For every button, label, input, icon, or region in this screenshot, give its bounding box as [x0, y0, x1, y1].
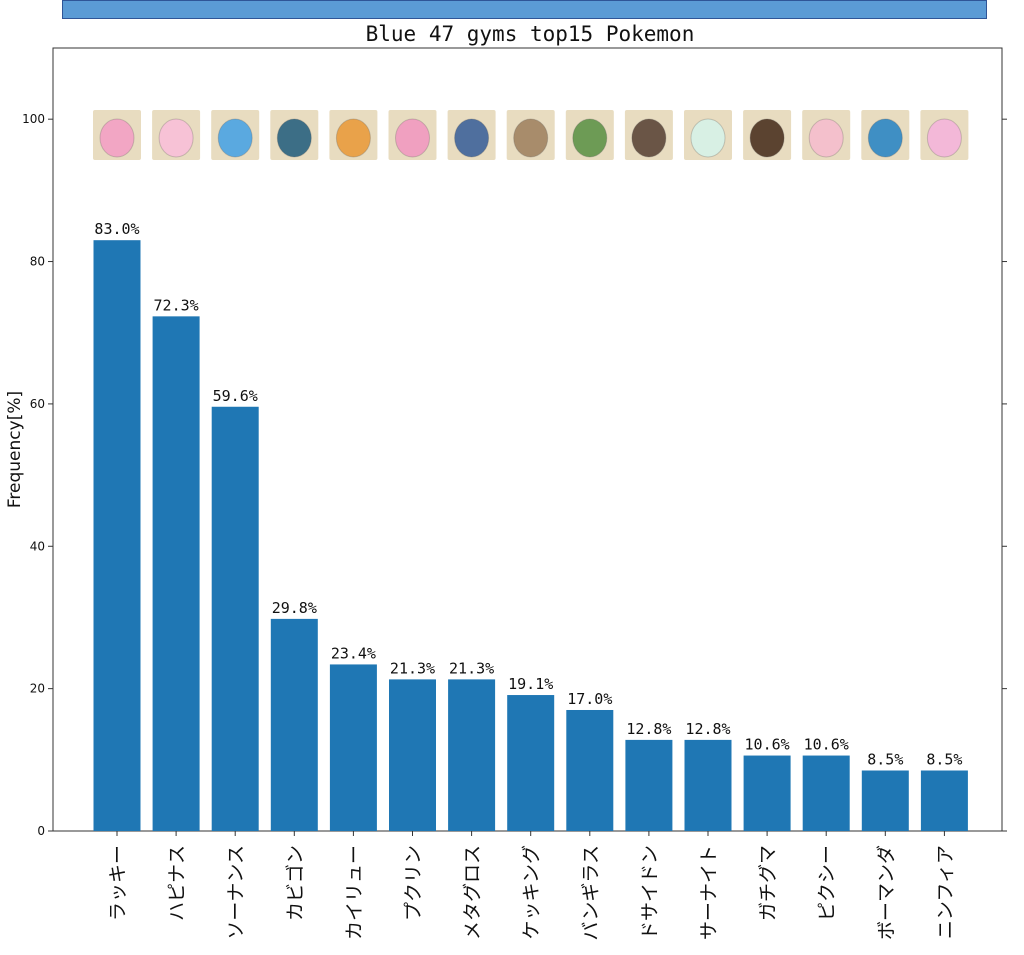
bar-12 [743, 755, 791, 831]
category-label-4: カビゴン [284, 845, 306, 921]
data-label-3: 59.6% [213, 387, 258, 405]
bar-1 [93, 240, 141, 831]
sylveon-icon [920, 110, 969, 160]
image-figure [690, 118, 726, 158]
image-figure [926, 118, 962, 158]
wigglytuff-icon [388, 110, 437, 160]
category-label-15: ニンフィア [934, 845, 956, 939]
data-label-6: 21.3% [390, 659, 435, 677]
data-label-7: 21.3% [449, 659, 494, 677]
category-label-9: バンギラス [580, 845, 602, 941]
image-figure [454, 118, 490, 158]
bar-10 [625, 739, 673, 831]
tyranitar-icon [565, 110, 614, 160]
category-label-13: ピクシー [816, 845, 838, 921]
bar-8 [507, 695, 555, 831]
data-label-12: 10.6% [745, 736, 790, 754]
category-label-10: ドサイドン [639, 845, 661, 940]
image-figure [395, 118, 430, 158]
category-label-2: ハピナス [166, 845, 188, 921]
category-label-8: ケッキング [521, 845, 543, 939]
image-figure [217, 118, 253, 158]
top-banner-bar [62, 0, 987, 19]
image-figure [276, 118, 312, 158]
category-label-12: ガチグマ [757, 845, 779, 921]
clefable-icon [802, 110, 851, 160]
bar-2 [152, 316, 200, 831]
image-figure [572, 118, 608, 158]
category-label-11: サーナイト [698, 845, 720, 940]
image-figure [808, 118, 844, 158]
image-figure [867, 118, 903, 158]
gardevoir-icon [684, 110, 732, 160]
data-label-8: 19.1% [508, 675, 553, 693]
image-figure [335, 118, 371, 158]
y-tick-label: 100 [22, 112, 45, 126]
bar-4 [270, 618, 318, 831]
bar-15 [920, 770, 968, 831]
blissey-icon [152, 110, 201, 160]
data-label-14: 8.5% [867, 750, 903, 768]
data-label-15: 8.5% [926, 750, 962, 768]
category-label-14: ボーマンダ [875, 845, 897, 940]
slaking-icon [506, 110, 555, 160]
metagross-icon [447, 110, 496, 160]
bar-7 [448, 679, 496, 831]
image-figure [749, 118, 785, 158]
bar-6 [389, 679, 436, 831]
category-label-6: プクリン [403, 845, 425, 921]
y-tick-label: 40 [30, 539, 45, 553]
snorlax-icon [270, 110, 319, 160]
salamence-icon [861, 110, 910, 160]
bar-9 [566, 709, 614, 831]
category-label-7: メタグロス [462, 845, 484, 940]
dragonite-icon [329, 110, 378, 160]
image-figure [158, 118, 194, 158]
data-label-1: 83.0% [94, 220, 139, 238]
y-tick-label: 80 [30, 255, 45, 269]
data-label-10: 12.8% [626, 720, 671, 738]
data-label-2: 72.3% [154, 296, 199, 314]
y-tick-label: 20 [30, 682, 45, 696]
data-label-13: 10.6% [804, 736, 849, 754]
image-figure [99, 118, 135, 158]
data-label-5: 23.4% [331, 644, 376, 662]
bar-3 [211, 406, 259, 831]
bar-5 [329, 664, 377, 831]
rhyperior-icon [624, 110, 673, 160]
category-label-5: カイリュー [343, 845, 365, 940]
y-tick-label: 60 [30, 397, 45, 411]
data-label-11: 12.8% [685, 720, 730, 738]
bar-14 [861, 770, 909, 831]
category-label-1: ラッキー [107, 845, 129, 921]
chart-title: Blue 47 gyms top15 Pokemon [365, 22, 695, 46]
data-label-9: 17.0% [567, 690, 612, 708]
image-figure [631, 118, 667, 158]
data-label-4: 29.8% [272, 599, 317, 617]
wobbuffet-icon [211, 110, 260, 160]
chansey-icon [93, 110, 141, 160]
bar-11 [684, 739, 732, 831]
image-figure [513, 118, 549, 158]
y-tick-label: 0 [37, 824, 45, 838]
bar-13 [802, 755, 850, 831]
y-axis-label: Frequency[%] [5, 391, 25, 508]
category-label-3: ソーナンス [225, 845, 247, 940]
ursaluna-icon [743, 110, 792, 160]
